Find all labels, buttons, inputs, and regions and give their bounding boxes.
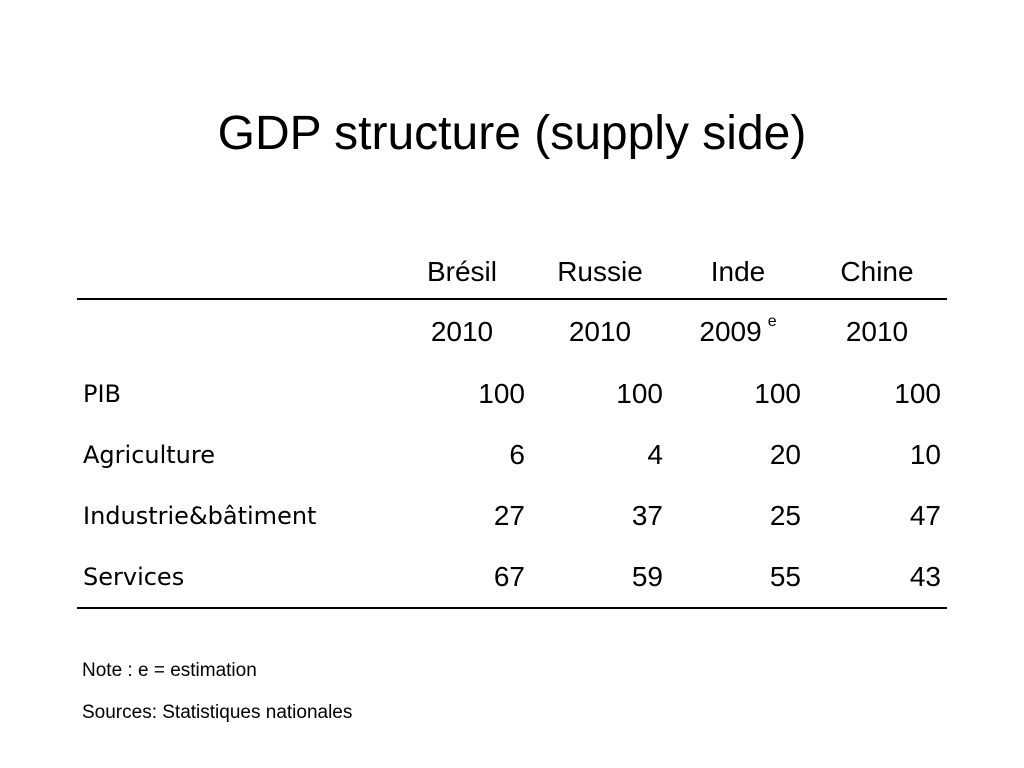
year-value: 2010 xyxy=(845,315,909,347)
table-cell: 27 xyxy=(493,499,525,531)
table-cell: 37 xyxy=(631,499,663,531)
country-header-row: Brésil Russie Inde Chine xyxy=(77,245,947,300)
table-cell: 47 xyxy=(909,499,941,531)
estimation-note: Note : e = estimation xyxy=(82,660,257,681)
year-value: 2010 xyxy=(430,315,494,347)
table-row-pib: PIB 100 100 100 100 xyxy=(77,363,947,424)
column-header-bresil: Brésil xyxy=(393,245,531,300)
table-cell: 43 xyxy=(807,546,947,609)
table-cell: 100 xyxy=(894,377,941,409)
year-row: 2010 2010 2009 e 2010 xyxy=(77,299,947,363)
table-cell: 67 xyxy=(393,546,531,609)
sources-note: Sources: Statistiques nationales xyxy=(82,702,353,723)
year-cell-chine: 2010 xyxy=(807,299,947,363)
year-empty-cell xyxy=(77,299,393,363)
row-label: Agriculture xyxy=(83,440,215,469)
table-cell: 4 xyxy=(647,438,663,470)
row-label: PIB xyxy=(83,379,122,408)
table-cell: 10 xyxy=(909,438,941,470)
year-value: 2010 xyxy=(568,315,632,347)
gdp-structure-table: Brésil Russie Inde Chine 2010 2010 2009 e… xyxy=(77,245,947,609)
table-cell: 6 xyxy=(509,438,525,470)
column-header-russie: Russie xyxy=(531,245,669,300)
year-cell-inde: 2009 e xyxy=(669,299,807,363)
column-header-inde: Inde xyxy=(669,245,807,300)
year-cell-bresil: 2010 xyxy=(393,299,531,363)
row-label: Services xyxy=(77,546,393,609)
table-cell: 100 xyxy=(754,377,801,409)
year-cell-russie: 2010 xyxy=(531,299,669,363)
table-row-agriculture: Agriculture 6 4 20 10 xyxy=(77,424,947,485)
year-value: 2009 xyxy=(699,315,762,347)
table-cell: 59 xyxy=(531,546,669,609)
header-empty-cell xyxy=(77,245,393,300)
column-header-chine: Chine xyxy=(807,245,947,300)
estimation-mark: e xyxy=(767,313,777,331)
table-row-services: Services 67 59 55 43 xyxy=(77,546,947,609)
table-cell: 100 xyxy=(616,377,663,409)
table-row-industrie: Industrie&bâtiment 27 37 25 47 xyxy=(77,485,947,546)
table-cell: 20 xyxy=(769,438,801,470)
row-label: Industrie&bâtiment xyxy=(83,501,317,530)
slide-title: GDP structure (supply side) xyxy=(217,107,807,160)
table-cell: 55 xyxy=(669,546,807,609)
table-cell: 100 xyxy=(478,377,525,409)
table-cell: 25 xyxy=(769,499,801,531)
